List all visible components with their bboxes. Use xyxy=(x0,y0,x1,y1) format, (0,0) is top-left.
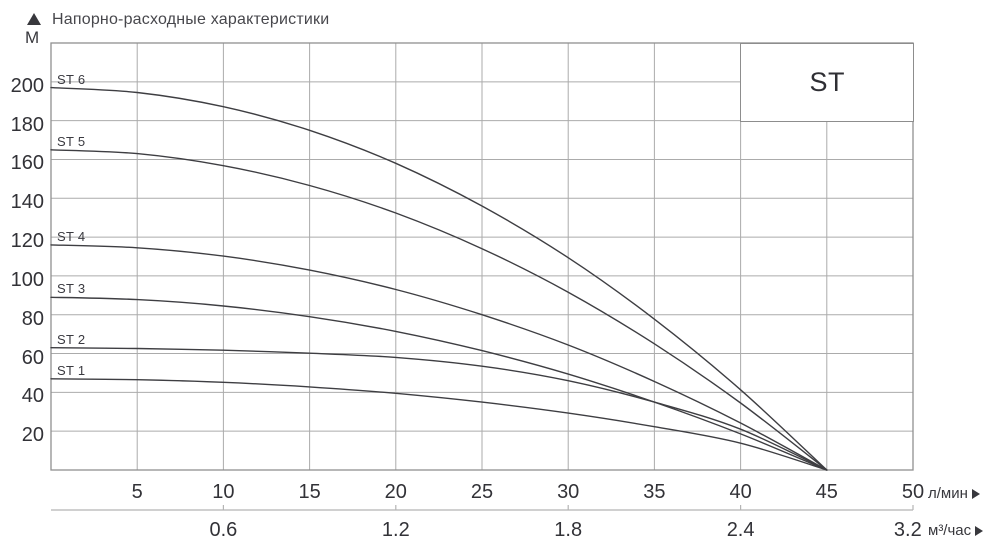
secondary-x-axis-unit-label: м³/час xyxy=(928,522,983,539)
x-axis-unit-label: л/мин xyxy=(928,485,980,502)
curve-label-st-3: ST 3 xyxy=(57,281,86,297)
secondary-x-tick-label: 0.6 xyxy=(209,519,238,541)
x-axis-right-arrow-icon xyxy=(971,488,980,499)
secondary-x-tick-label: 1.2 xyxy=(381,519,410,541)
curve-st-2 xyxy=(50,347,828,471)
curve-st-4 xyxy=(50,244,828,471)
y-tick-label: 180 xyxy=(10,113,44,136)
x-tick-label: 5 xyxy=(131,481,143,503)
curve-label-st-5: ST 5 xyxy=(57,133,86,149)
curve-label-st-6: ST 6 xyxy=(57,71,86,87)
plot-border xyxy=(50,42,914,471)
y-tick-label: 120 xyxy=(10,230,44,253)
secondary-x-tick-label: 1.8 xyxy=(554,519,583,541)
x-tick-label: 30 xyxy=(557,481,580,503)
x-tick-label: 25 xyxy=(470,481,494,503)
secondary-x-axis-unit-text: м³/час xyxy=(928,522,972,539)
secondary-x-tick-label: 2.4 xyxy=(726,519,755,541)
x-tick-label: 35 xyxy=(643,481,666,503)
y-tick-label: 40 xyxy=(21,385,44,408)
chart-header: Напорно-расходные характеристики xyxy=(27,11,329,29)
y-tick-label: 100 xyxy=(10,268,44,291)
curve-label-st-2: ST 2 xyxy=(57,331,86,347)
y-tick-label: 140 xyxy=(10,191,44,214)
secondary-x-tick-label: 3.2 xyxy=(893,519,922,541)
x-tick-label: 40 xyxy=(729,481,752,503)
curve-st-1 xyxy=(50,378,828,471)
y-tick-label: 20 xyxy=(21,424,44,447)
x-axis-unit-text: л/мин xyxy=(928,485,968,502)
curve-st-5 xyxy=(50,149,828,471)
y-tick-label: 60 xyxy=(21,346,44,369)
secondary-x-axis-right-arrow-icon xyxy=(975,525,983,536)
series-family-box: ST xyxy=(740,42,915,123)
series-family-label: ST xyxy=(809,66,846,97)
y-axis-unit-label: М xyxy=(25,28,40,47)
x-tick-label: 45 xyxy=(815,481,838,503)
x-tick-label: 10 xyxy=(212,481,235,503)
curve-label-st-4: ST 4 xyxy=(57,228,86,244)
y-tick-label: 200 xyxy=(10,74,44,97)
chart-title: Напорно-расходные характеристики xyxy=(52,11,330,28)
curve-label-st-1: ST 1 xyxy=(57,362,86,378)
y-tick-label: 80 xyxy=(21,307,44,330)
y-axis-up-arrow-icon xyxy=(27,13,41,25)
x-tick-label: 15 xyxy=(298,481,321,503)
x-tick-label: 20 xyxy=(384,481,407,503)
x-tick-label: 50 xyxy=(901,481,925,503)
y-tick-label: 160 xyxy=(10,152,44,175)
curve-st-3 xyxy=(50,296,828,471)
curve-st-6 xyxy=(50,86,828,471)
